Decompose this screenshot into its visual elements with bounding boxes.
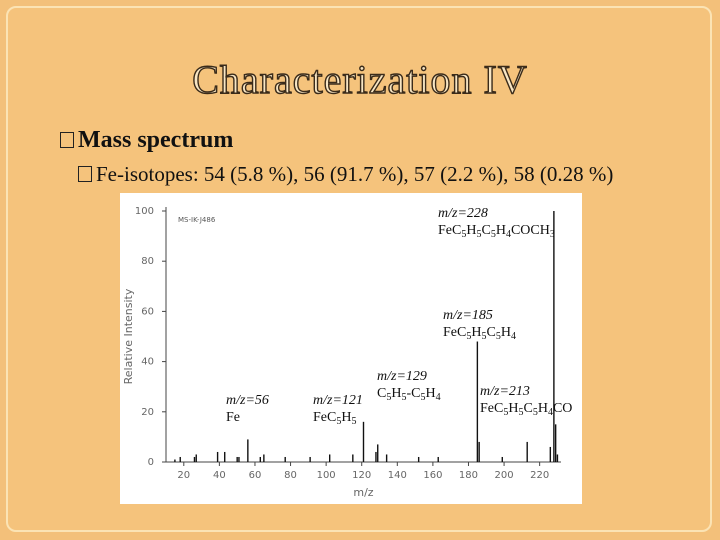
slide-title: Characterization IV bbox=[192, 56, 528, 102]
bullet-mass-spectrum-text: Mass spectrum bbox=[78, 127, 234, 153]
x-tick-label: 120 bbox=[352, 470, 371, 481]
annotation-213: m/z=213 FeC5H5C5H4CO bbox=[480, 383, 573, 418]
x-tick-label: 100 bbox=[317, 470, 336, 481]
y-tick-label: 60 bbox=[141, 306, 154, 317]
bullet-marker-icon bbox=[78, 166, 92, 182]
y-tick-label: 100 bbox=[135, 206, 154, 217]
bullet-marker-icon bbox=[60, 132, 74, 148]
mass-spectrum-chart: 0 20 40 60 80 100 20 40 60 80 100 120 140 160 180 200 22… bbox=[120, 193, 582, 504]
y-tick-label: 0 bbox=[148, 457, 154, 468]
x-tick-label: 160 bbox=[423, 470, 442, 481]
annotation-129-formula: C5H5-C5H4 bbox=[377, 386, 441, 403]
y-tick-label: 40 bbox=[141, 357, 154, 368]
x-tick-label: 20 bbox=[177, 470, 190, 481]
annotation-56: m/z=56 Fe bbox=[226, 392, 269, 426]
chart-svg: 0 20 40 60 80 100 20 40 60 80 100 120 140 160 180 200 22… bbox=[122, 206, 561, 499]
annotation-121: m/z=121 FeC5H5 bbox=[313, 392, 363, 427]
x-tick-label: 40 bbox=[213, 470, 226, 481]
x-tick-label: 80 bbox=[284, 470, 297, 481]
annotation-129: m/z=129 C5H5-C5H4 bbox=[377, 368, 441, 403]
annotation-185-mz: m/z=185 bbox=[443, 308, 493, 323]
annotation-185: m/z=185 FeC5H5C5H4 bbox=[443, 307, 516, 342]
annotation-228-mz: m/z=228 bbox=[438, 206, 488, 221]
annotation-121-mz: m/z=121 bbox=[313, 393, 363, 408]
x-tick-label: 180 bbox=[459, 470, 478, 481]
y-tick-label: 20 bbox=[141, 407, 154, 418]
annotation-185-formula: FeC5H5C5H4 bbox=[443, 325, 516, 342]
annotation-228: m/z=228 FeC5H5C5H4COCH3 bbox=[438, 205, 555, 240]
x-tick-label: 200 bbox=[495, 470, 514, 481]
annotation-121-formula: FeC5H5 bbox=[313, 410, 357, 427]
bullet-mass-spectrum: Mass spectrum bbox=[60, 127, 233, 154]
annotation-228-formula: FeC5H5C5H4COCH3 bbox=[438, 223, 555, 240]
sample-id-label: MS-IK-J486 bbox=[178, 216, 216, 224]
annotation-56-mz: m/z=56 bbox=[226, 393, 269, 408]
y-tick-label: 80 bbox=[141, 256, 154, 267]
y-axis-label: Relative Intensity bbox=[122, 288, 135, 384]
x-tick-label: 220 bbox=[530, 470, 549, 481]
x-axis-label: m/z bbox=[353, 486, 373, 499]
annotation-213-mz: m/z=213 bbox=[480, 384, 530, 399]
bullet-fe-isotopes-text: Fe-isotopes: 54 (5.8 %), 56 (91.7 %), 57… bbox=[96, 162, 614, 186]
annotation-129-mz: m/z=129 bbox=[377, 369, 427, 384]
x-tick-label: 60 bbox=[249, 470, 262, 481]
annotation-56-formula: Fe bbox=[226, 410, 240, 425]
bullet-fe-isotopes: Fe-isotopes: 54 (5.8 %), 56 (91.7 %), 57… bbox=[78, 162, 613, 187]
x-tick-label: 140 bbox=[388, 470, 407, 481]
annotation-213-formula: FeC5H5C5H4CO bbox=[480, 401, 573, 418]
